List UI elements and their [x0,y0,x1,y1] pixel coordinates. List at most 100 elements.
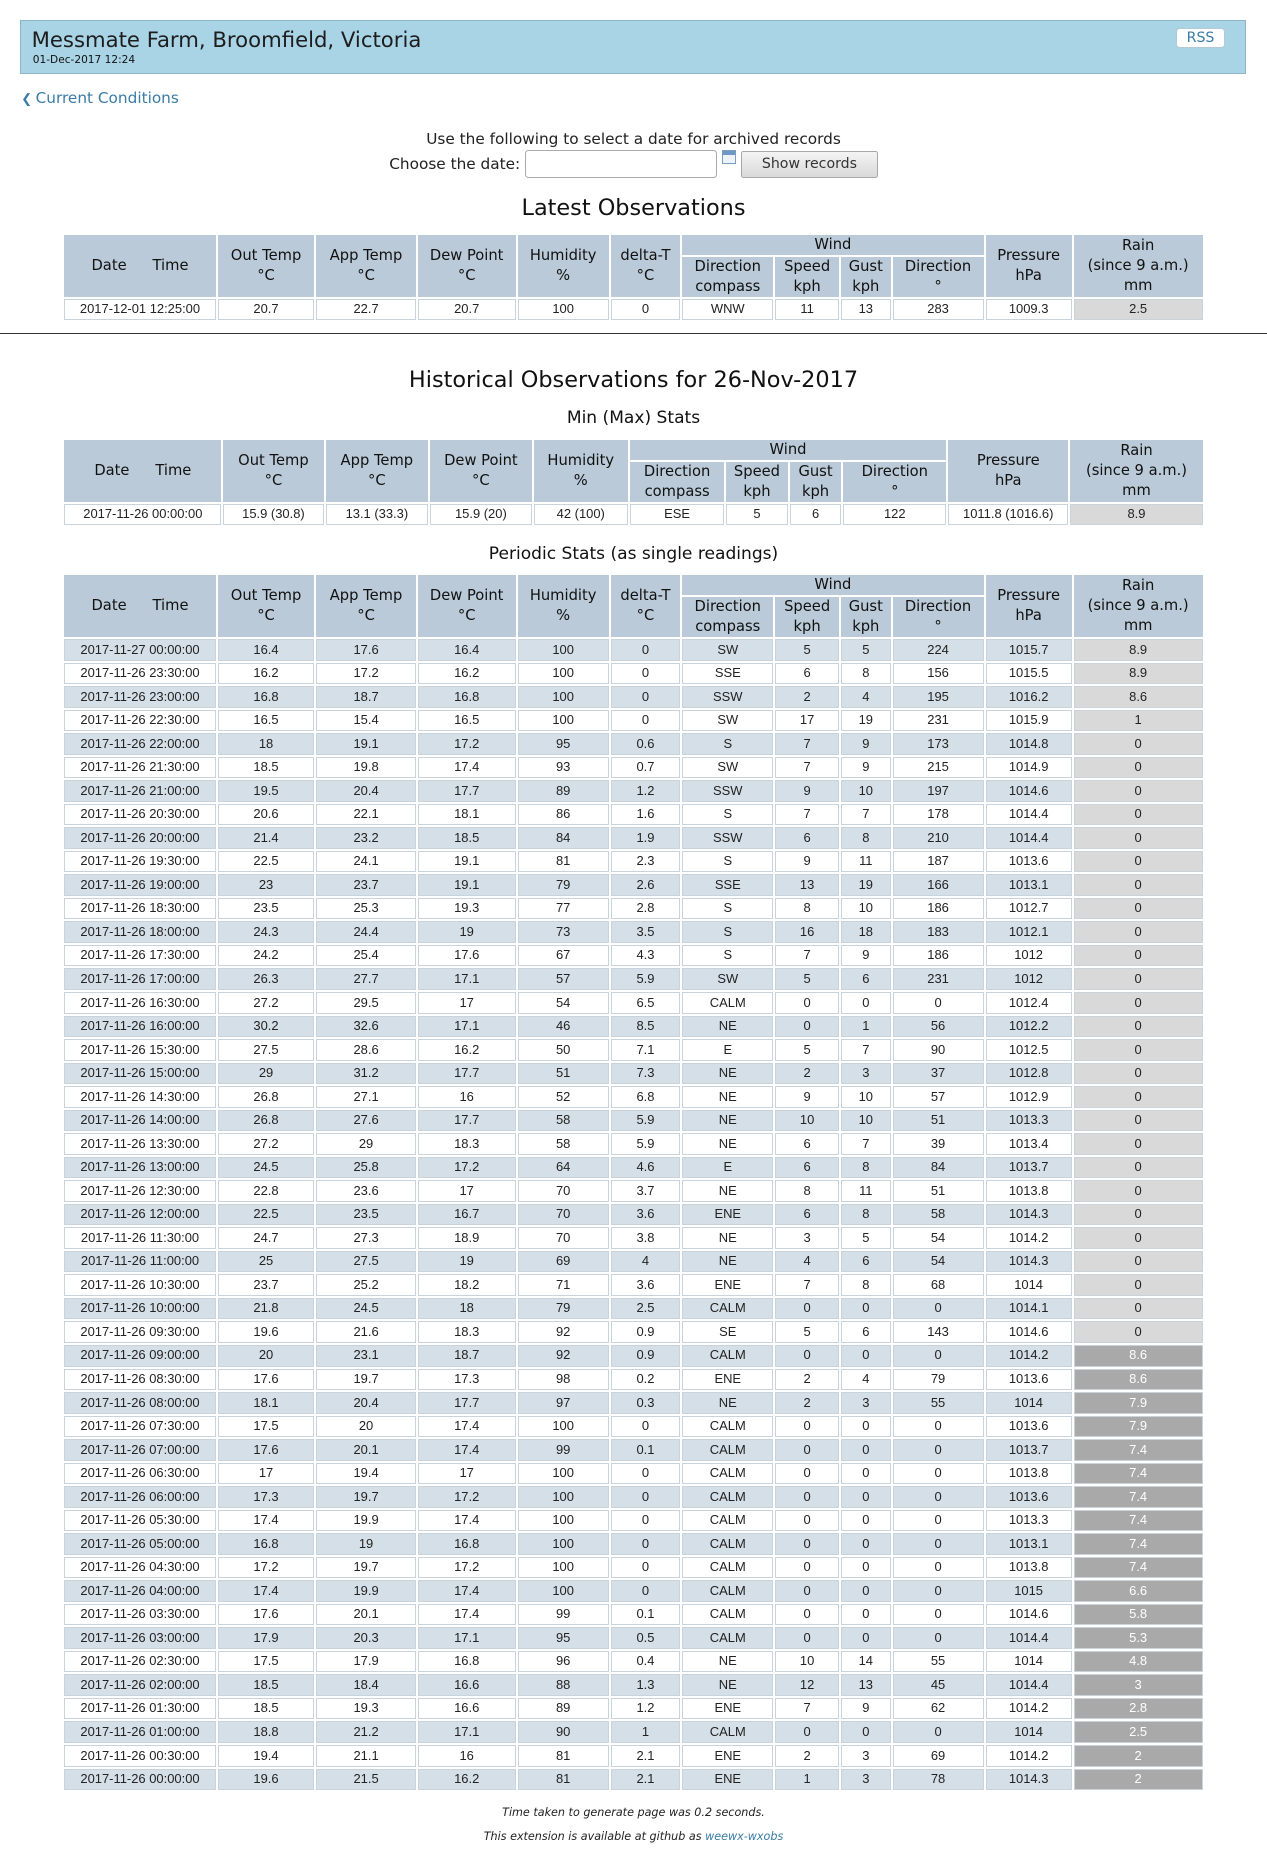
datetime-cell: 2017-11-26 06:00:00 [64,1486,216,1508]
dew-point-cell: 19.3 [417,897,516,920]
dew-point-cell: 16.6 [417,1674,516,1696]
datetime-cell: 2017-11-26 12:30:00 [64,1180,216,1202]
table-row: 2017-11-26 23:00:00 16.8 18.7 16.8 100 0 SSW 2 4… [64,686,1203,708]
pressure-cell: 1014.4 [985,827,1072,849]
out-temp-cell: 16.2 [217,662,315,685]
app-temp-header: App Temp °C [316,574,416,638]
delta-t-cell: 1 [610,1721,681,1743]
datetime-cell: 2017-11-26 11:00:00 [64,1250,216,1273]
dew-point-header-unit: °C [457,266,476,284]
wind-compass-header-unit: compass [695,277,761,295]
wind-speed-header-label: Speed [733,462,780,480]
wind-compass-cell: NE [682,1133,774,1155]
app-temp-cell: 19 [316,1533,416,1555]
wind-speed-cell: 6 [775,662,839,685]
wind-speed-cell: 2 [775,1745,839,1767]
wind-direction-cell: 183 [892,921,984,943]
rain-cell: 2.5 [1073,1721,1203,1743]
dew-point-cell: 17.7 [417,780,516,802]
delta-t-cell: 0 [610,1580,681,1602]
out-temp-cell: 19.4 [217,1745,315,1767]
datetime-cell: 2017-11-26 03:00:00 [64,1627,216,1649]
wind-gust-cell: 8 [841,1156,891,1179]
out-temp-cell: 23.7 [217,1274,315,1296]
wind-speed-cell: 5 [726,503,788,526]
wind-speed-cell: 0 [775,1486,839,1508]
datetime-cell: 2017-12-01 12:25:00 [64,298,216,321]
app-temp-cell: 19.3 [316,1697,416,1720]
pressure-cell: 1013.6 [985,1368,1072,1391]
humidity-cell: 70 [517,1180,609,1202]
show-records-button[interactable]: Show records [741,150,878,178]
wind-speed-cell: 0 [775,1533,839,1555]
wind-direction-header-unit: ° [891,482,899,500]
wind-gust-cell: 0 [841,1297,891,1320]
wind-speed-cell: 7 [775,1697,839,1720]
wind-speed-header-unit: kph [793,618,821,636]
humidity-cell: 89 [517,1697,609,1720]
wind-direction-cell: 143 [892,1321,984,1343]
rss-button[interactable]: RSS [1176,28,1225,49]
dew-point-header: Dew Point °C [417,234,516,297]
dew-point-cell: 16.8 [417,686,516,708]
pressure-cell: 1012 [985,944,1072,967]
pressure-cell: 1014.2 [985,1697,1072,1720]
wind-speed-cell: 17 [775,709,839,732]
app-temp-cell: 27.6 [316,1109,416,1132]
table-row: 2017-11-26 05:00:00 16.8 19 16.8 100 0 CALM 0 0 0… [64,1533,1203,1555]
table-row: 2017-11-26 15:00:00 29 31.2 17.7 51 7.3 NE 2 3 37… [64,1062,1203,1085]
wind-direction-cell: 69 [892,1745,984,1767]
wind-compass-cell: S [682,921,774,943]
wind-speed-cell: 0 [775,1015,839,1038]
pressure-header-label: Pressure [997,586,1061,604]
datetime-cell: 2017-11-26 13:00:00 [64,1156,216,1179]
wind-compass-cell: WNW [682,298,774,321]
wind-gust-header-unit: kph [852,277,880,295]
current-conditions-link[interactable]: ❮ Current Conditions [21,89,179,107]
app-temp-cell: 25.8 [316,1156,416,1179]
pressure-cell: 1014 [985,1650,1072,1673]
github-link[interactable]: weewx-wxobs [705,1829,784,1843]
dew-point-cell: 18.9 [417,1227,516,1249]
wind-direction-cell: 55 [892,1650,984,1673]
delta-t-cell: 0 [610,1533,681,1555]
humidity-cell: 100 [517,1415,609,1438]
wind-direction-cell: 0 [892,1297,984,1320]
table-row: 2017-11-26 10:30:00 23.7 25.2 18.2 71 3.6 ENE 7… [64,1274,1203,1296]
calendar-icon[interactable] [721,150,737,164]
app-temp-cell: 20.1 [316,1439,416,1461]
rain-cell: 0 [1073,921,1203,943]
delta-t-cell: 1.6 [610,803,681,826]
app-temp-cell: 23.5 [316,1203,416,1226]
table-row: 2017-11-26 18:00:00 24.3 24.4 19 73 3.5 S 16 18 1… [64,921,1203,943]
humidity-header-unit: % [556,607,571,624]
wind-direction-cell: 215 [892,756,984,779]
pressure-cell: 1012.4 [985,992,1072,1014]
wind-compass-header-label: Direction [694,598,761,615]
wind-compass-cell: NE [682,1392,774,1414]
date-input[interactable] [524,150,717,179]
datetime-cell: 2017-11-26 08:30:00 [64,1368,216,1391]
rain-cell: 0 [1073,803,1203,826]
humidity-cell: 69 [517,1250,609,1273]
pressure-cell: 1014.9 [985,756,1072,779]
rain-cell: 0 [1073,1180,1203,1202]
wind-direction-cell: 231 [892,968,984,990]
datetime-cell: 2017-11-26 04:30:00 [64,1556,216,1579]
app-temp-cell: 20.1 [316,1603,416,1626]
table-row: 2017-11-26 17:30:00 24.2 25.4 17.6 67 4.3 S 7 9 1… [64,944,1203,967]
datetime-cell: 2017-11-26 08:00:00 [64,1392,216,1414]
table-row: 2017-11-26 14:30:00 26.8 27.1 16 52 6.8 NE 9 10 5… [64,1086,1203,1108]
app-temp-header-unit: °C [357,266,375,284]
wind-gust-cell: 18 [841,921,891,943]
app-temp-cell: 23.2 [316,827,416,849]
table-row: 2017-11-26 22:30:00 16.5 15.4 16.5 100 0 SW 17 1… [64,709,1203,732]
wind-speed-cell: 5 [775,1321,839,1343]
out-temp-cell: 24.7 [217,1227,315,1249]
delta-t-cell: 0 [610,298,681,321]
rain-cell: 0 [1073,1227,1203,1249]
dew-point-cell: 17 [417,1462,516,1485]
humidity-cell: 86 [517,803,609,826]
app-temp-cell: 27.5 [316,1250,416,1273]
wind-speed-cell: 0 [775,1297,839,1320]
